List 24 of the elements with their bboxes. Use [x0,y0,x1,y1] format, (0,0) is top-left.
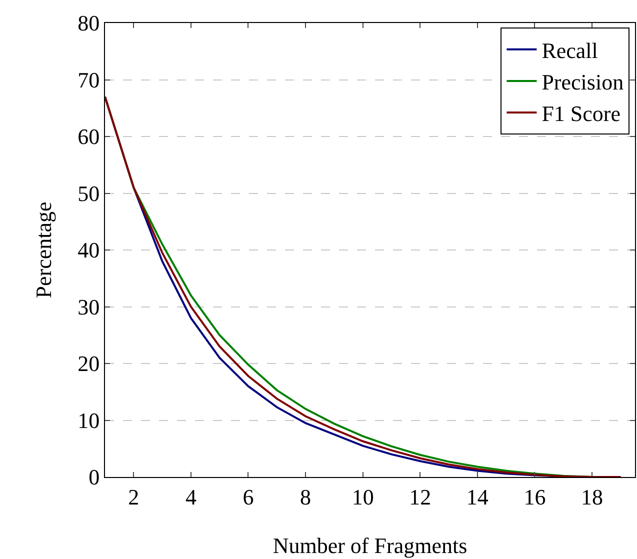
x-tick-label: 4 [185,484,196,510]
legend-label: F1 Score [542,101,621,126]
y-tick-label: 10 [78,408,100,433]
x-axis-title: Number of Fragments [272,533,468,558]
x-tick-label: 18 [581,484,604,510]
y-tick-label: 20 [78,351,100,376]
x-tick-label: 10 [352,484,374,510]
y-tick-label: 50 [78,180,100,206]
x-tick-label: 14 [466,484,488,510]
y-tick-label: 30 [78,294,100,320]
legend-label: Precision [542,70,624,95]
y-axis-title: Percentage [31,202,56,298]
line-series [105,96,622,477]
y-tick-label: 0 [88,464,100,490]
x-tick-label: 2 [128,484,140,510]
x-tick-label: 12 [409,484,432,510]
y-tick-label: 60 [78,124,100,150]
y-tick-label: 70 [78,67,100,92]
x-tick-label: 6 [242,484,254,510]
y-tick-label: 80 [78,10,100,36]
x-tick-label: 8 [300,484,312,510]
legend-label: Recall [542,38,598,63]
x-tick-label: 16 [524,484,546,510]
y-tick-label: 40 [78,238,100,263]
